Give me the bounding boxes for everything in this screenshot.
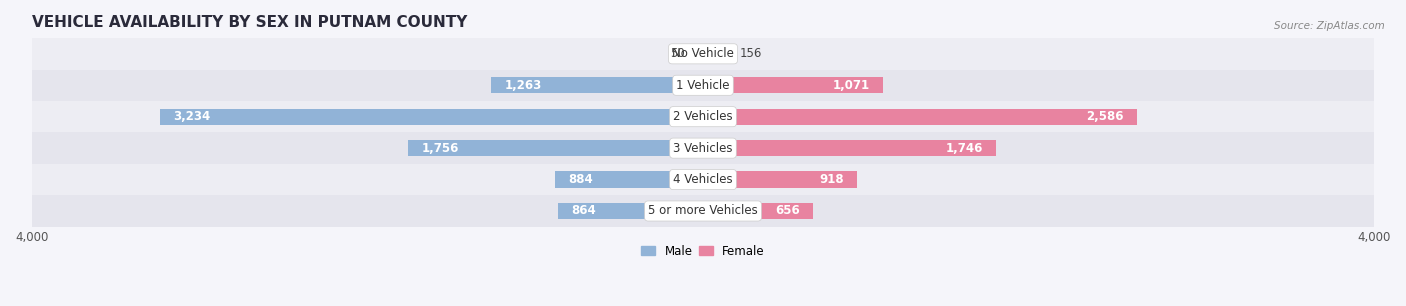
Text: Source: ZipAtlas.com: Source: ZipAtlas.com: [1274, 21, 1385, 32]
Bar: [703, 109, 1137, 125]
Text: 2 Vehicles: 2 Vehicles: [673, 110, 733, 123]
Text: 1,746: 1,746: [945, 142, 983, 155]
Text: 656: 656: [775, 204, 800, 218]
Bar: [554, 171, 703, 188]
Bar: [32, 101, 1374, 132]
Bar: [703, 77, 883, 93]
Text: 1,756: 1,756: [422, 142, 460, 155]
Bar: [703, 171, 858, 188]
Bar: [32, 195, 1374, 227]
Bar: [160, 109, 703, 125]
Text: VEHICLE AVAILABILITY BY SEX IN PUTNAM COUNTY: VEHICLE AVAILABILITY BY SEX IN PUTNAM CO…: [32, 15, 467, 30]
Text: 1,071: 1,071: [832, 79, 869, 92]
Text: 5 or more Vehicles: 5 or more Vehicles: [648, 204, 758, 218]
Text: 1 Vehicle: 1 Vehicle: [676, 79, 730, 92]
Bar: [32, 164, 1374, 195]
Text: 3,234: 3,234: [174, 110, 211, 123]
Bar: [408, 140, 703, 156]
Text: 2,586: 2,586: [1085, 110, 1123, 123]
Text: No Vehicle: No Vehicle: [672, 47, 734, 60]
Bar: [703, 203, 813, 219]
Bar: [32, 69, 1374, 101]
Bar: [695, 46, 703, 62]
Legend: Male, Female: Male, Female: [637, 240, 769, 262]
Text: 50: 50: [669, 47, 685, 60]
Bar: [558, 203, 703, 219]
Text: 864: 864: [571, 204, 596, 218]
Text: 156: 156: [740, 47, 762, 60]
Text: 3 Vehicles: 3 Vehicles: [673, 142, 733, 155]
Text: 884: 884: [568, 173, 593, 186]
Bar: [703, 46, 730, 62]
Text: 1,263: 1,263: [505, 79, 541, 92]
Bar: [32, 132, 1374, 164]
Bar: [703, 140, 995, 156]
Text: 918: 918: [820, 173, 844, 186]
Bar: [32, 38, 1374, 69]
Text: 4 Vehicles: 4 Vehicles: [673, 173, 733, 186]
Bar: [491, 77, 703, 93]
